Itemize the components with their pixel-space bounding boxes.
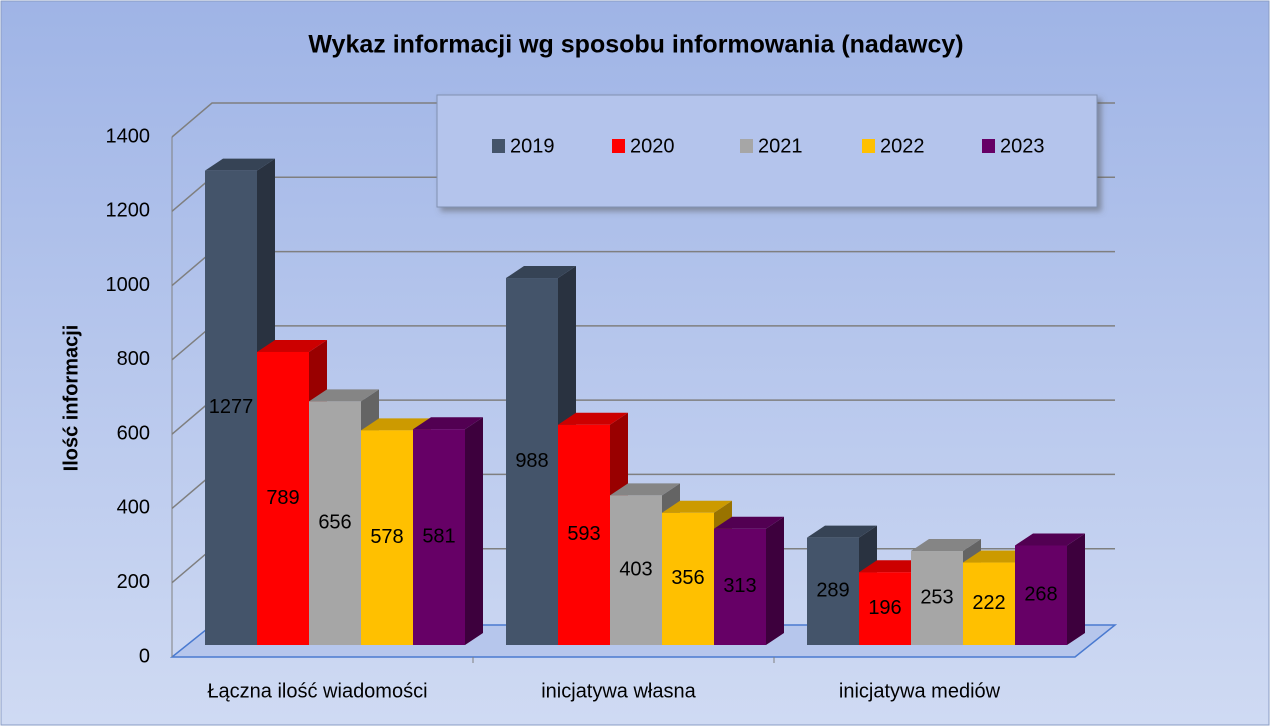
bar-top — [205, 158, 275, 171]
bar-top — [1015, 533, 1085, 546]
data-label: 988 — [515, 450, 548, 472]
bar — [963, 562, 1015, 645]
bar — [309, 401, 361, 645]
x-tick-label: inicjatywa mediów — [839, 680, 1001, 702]
chart-title: Wykaz informacji wg sposobu informowania… — [308, 31, 963, 59]
bar — [714, 528, 766, 645]
bar-side — [465, 417, 483, 645]
y-axis-label: Ilość informacji — [60, 325, 82, 472]
y-tick-label: 1200 — [106, 200, 151, 222]
bar-top — [506, 266, 576, 279]
bar — [506, 278, 558, 645]
bar — [205, 170, 257, 645]
bar — [413, 429, 465, 645]
legend-label: 2019 — [510, 135, 555, 157]
bar-top — [911, 539, 981, 552]
bar — [807, 537, 859, 645]
data-label: 656 — [318, 511, 351, 533]
legend-label: 2021 — [758, 135, 803, 157]
data-label: 268 — [1024, 584, 1057, 606]
bar-top — [309, 389, 379, 402]
y-tick-label: 0 — [139, 645, 150, 667]
bar — [361, 430, 413, 645]
legend-swatch — [862, 139, 875, 153]
y-tick-label: 1400 — [106, 125, 151, 147]
bar-top — [610, 483, 680, 496]
bar-top — [413, 417, 483, 430]
bar-top — [361, 418, 431, 431]
y-tick-label: 1000 — [106, 274, 151, 296]
data-label: 222 — [972, 592, 1005, 614]
x-tick-label: Łączna ilość wiadomości — [207, 680, 427, 702]
y-tick-label: 400 — [117, 497, 150, 519]
bar — [662, 512, 714, 645]
bar-top — [558, 412, 628, 425]
data-label: 403 — [619, 558, 652, 580]
bar-top — [807, 525, 877, 538]
legend-label: 2022 — [880, 135, 925, 157]
legend-swatch — [492, 139, 505, 153]
y-tick-label: 600 — [117, 422, 150, 444]
bar — [859, 572, 911, 645]
bar — [911, 551, 963, 645]
bar — [257, 351, 309, 645]
data-label: 1277 — [209, 396, 254, 418]
y-tick-label: 800 — [117, 348, 150, 370]
bar-top — [662, 500, 732, 513]
data-label: 581 — [422, 525, 455, 547]
legend-swatch — [612, 139, 625, 153]
legend-swatch — [740, 139, 753, 153]
bar — [558, 424, 610, 645]
bar — [1015, 545, 1067, 645]
legend-label: 2020 — [630, 135, 675, 157]
data-label: 593 — [567, 523, 600, 545]
data-label: 313 — [723, 575, 756, 597]
legend-swatch — [982, 139, 995, 153]
data-label: 578 — [370, 526, 403, 548]
data-label: 356 — [671, 567, 704, 589]
bar-top — [257, 339, 327, 352]
data-label: 289 — [816, 580, 849, 602]
bar-side — [766, 516, 784, 645]
data-label: 196 — [868, 597, 901, 619]
bar-side — [1067, 533, 1085, 645]
x-tick-label: inicjatywa własna — [541, 680, 696, 702]
data-label: 789 — [266, 487, 299, 509]
data-label: 253 — [920, 586, 953, 608]
y-tick-label: 200 — [117, 571, 150, 593]
legend-label: 2023 — [1000, 135, 1045, 157]
bar-top — [714, 516, 784, 529]
bar — [610, 495, 662, 645]
